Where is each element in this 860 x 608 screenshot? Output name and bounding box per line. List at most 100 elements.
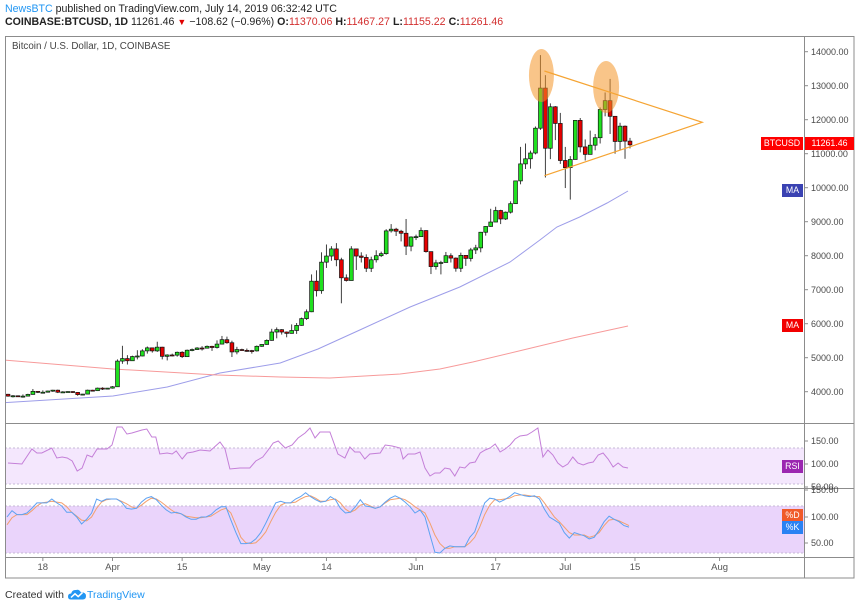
down-triangle-icon: ▼ [177, 17, 187, 27]
rsi-tag: RSI [782, 460, 803, 473]
price-axis-label: 13000.00 [811, 80, 849, 91]
candle [528, 150, 533, 169]
candle [622, 125, 628, 159]
candle [433, 259, 439, 270]
candle [30, 388, 36, 395]
candle [299, 317, 304, 326]
candle [294, 323, 299, 334]
candle [314, 270, 319, 297]
candle [45, 390, 51, 393]
candle [473, 244, 478, 254]
candlestick-series [5, 55, 633, 398]
candle [493, 206, 498, 223]
author-link[interactable]: NewsBTC [5, 3, 53, 15]
candle [443, 251, 449, 263]
stoch-k-tag: %K [782, 521, 803, 534]
candle [319, 252, 324, 294]
candle [145, 346, 150, 354]
last-price: 11261.46 [131, 16, 175, 28]
candle [309, 274, 314, 313]
candle [244, 348, 250, 352]
candle [85, 389, 90, 395]
candle [428, 251, 434, 275]
ma-fast-tag: MA [782, 184, 803, 197]
low-label: L: [392, 16, 403, 28]
candle [229, 340, 235, 358]
time-axis-label: Apr [105, 562, 120, 573]
candle [388, 224, 394, 233]
candle [448, 253, 454, 263]
candle [80, 393, 85, 396]
triangle-pattern[interactable] [544, 70, 705, 177]
candle [254, 345, 260, 352]
candle [224, 336, 230, 344]
candle [90, 389, 95, 392]
highlight-ellipse[interactable] [528, 49, 554, 102]
candle [398, 229, 404, 242]
stochastic-pane[interactable] [6, 492, 630, 554]
price-axis-label: 6000.00 [811, 318, 844, 329]
candle [160, 346, 165, 360]
footer-attribution: Created with TradingView [5, 588, 145, 601]
candle [15, 395, 21, 398]
candle [339, 257, 344, 304]
candle [368, 256, 374, 273]
symbol-label: COINBASE:BTCUSD, 1D [5, 16, 129, 28]
candle [468, 247, 474, 262]
rsi-band [5, 447, 804, 485]
candle [597, 107, 603, 144]
candle [438, 260, 444, 275]
axis-ticks [42, 51, 808, 561]
price-axis-label: 12000.00 [811, 114, 849, 125]
candle [50, 389, 56, 392]
drawing-annotations [528, 49, 705, 177]
candle [563, 146, 568, 189]
highlight-ellipse[interactable] [593, 60, 620, 114]
candle [194, 347, 200, 350]
price-axis-label: 7000.00 [811, 284, 844, 295]
candle [483, 226, 488, 236]
price-change: −108.62 (−0.96%) [189, 16, 275, 28]
candle [150, 347, 155, 353]
candle [20, 394, 26, 398]
open-label: O: [277, 16, 289, 28]
candle [239, 348, 245, 351]
candle [503, 211, 508, 220]
candle [269, 328, 274, 341]
high-value: 11467.27 [346, 16, 390, 28]
candle [70, 391, 75, 393]
candle [110, 386, 115, 389]
candle [164, 354, 170, 361]
time-axis-label: Jul [559, 562, 572, 573]
candle [553, 106, 558, 141]
tradingview-link[interactable]: TradingView [86, 588, 145, 601]
candle [35, 391, 41, 394]
rsi-pane[interactable] [7, 426, 629, 477]
candle [105, 387, 110, 390]
candle [523, 143, 528, 169]
candle [324, 244, 329, 268]
time-axis-label: 15 [629, 562, 641, 573]
candle [75, 392, 80, 396]
candle [359, 252, 364, 263]
candle [125, 355, 130, 365]
chart-legend[interactable]: Bitcoin / U.S. Dollar, 1D, COINBASE [12, 41, 171, 52]
candle [383, 229, 389, 255]
candle [334, 243, 339, 267]
candle [135, 350, 140, 360]
candle [60, 391, 65, 394]
tradingview-logo-icon[interactable] [67, 589, 86, 600]
candle [179, 351, 185, 359]
candle [373, 250, 379, 263]
stoch-k-line [6, 492, 630, 554]
candle [458, 252, 464, 273]
candle [65, 391, 70, 393]
ma-slow-tag: MA [782, 319, 803, 332]
candle [219, 335, 225, 345]
symbol-info-bar: COINBASE:BTCUSD, 1D 11261.46 ▼ −108.62 (−0.… [5, 16, 503, 29]
candle [548, 103, 553, 160]
price-axis-label: 4000.00 [811, 386, 844, 397]
candle [264, 339, 270, 345]
price-axis-label: 10000.00 [811, 182, 849, 193]
